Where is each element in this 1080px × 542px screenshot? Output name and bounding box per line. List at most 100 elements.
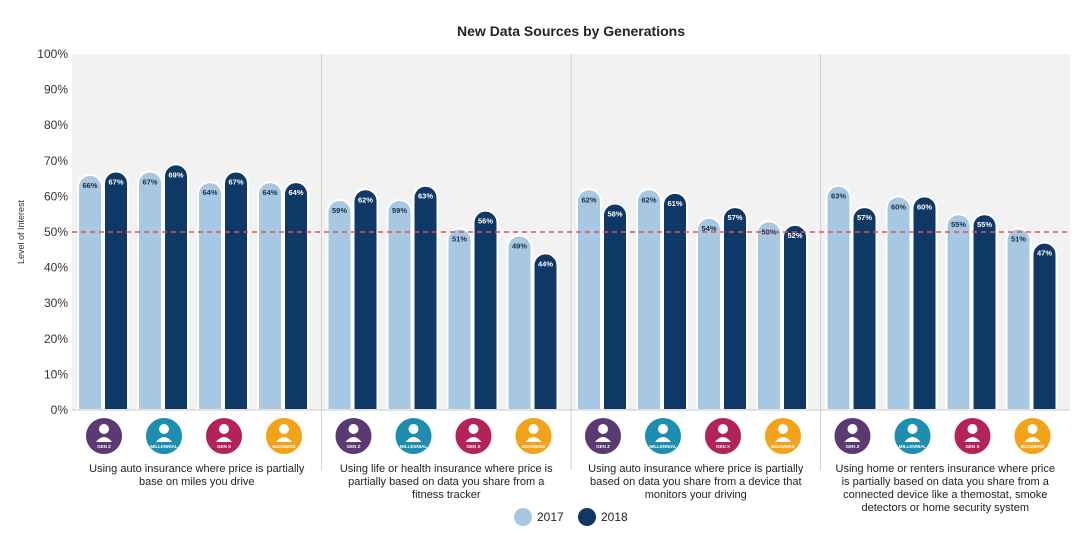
person-head-icon: [348, 424, 359, 434]
generation-icon-circle: [393, 416, 434, 456]
person-head-icon: [907, 424, 918, 434]
bar: [197, 181, 223, 411]
y-tick-label: 50%: [44, 225, 68, 239]
bar: [1031, 241, 1058, 411]
y-tick-label: 0%: [51, 403, 69, 417]
bar-value-label: 62%: [358, 195, 373, 204]
bar: [257, 181, 283, 411]
bar: [326, 198, 353, 411]
bar-value-label: 59%: [332, 206, 347, 215]
y-tick-label: 40%: [44, 261, 68, 275]
person-head-icon: [598, 424, 608, 434]
group-label: is partially based on data you share fro…: [842, 476, 1050, 488]
bar: [636, 188, 662, 411]
generation-icon-label: GEN Z: [596, 444, 610, 449]
bar-value-label: 55%: [977, 220, 992, 229]
generation-icon-label: GEN X: [965, 444, 979, 449]
generation-icon: BOOMERS: [513, 416, 554, 456]
y-tick-label: 80%: [44, 118, 68, 132]
group-label: monitors your driving: [645, 489, 747, 501]
bar-value-label: 52%: [787, 231, 802, 240]
generation-icon-label: BOOMERS: [1021, 444, 1044, 449]
generation-icon-circle: [84, 416, 124, 456]
person-body-icon: [655, 437, 671, 442]
generation-icon: GEN Z: [583, 416, 623, 456]
bar-value-label: 64%: [202, 188, 217, 197]
bar: [696, 216, 722, 411]
generation-icon-circle: [583, 416, 623, 456]
bar: [945, 213, 972, 411]
bar-value-label: 49%: [512, 242, 527, 251]
generation-icon-label: GEN Z: [97, 444, 111, 449]
person-body-icon: [156, 437, 172, 442]
person-body-icon: [964, 437, 981, 442]
group-label: base on miles you drive: [139, 476, 255, 488]
generation-icon-label: MILLENNIAL: [649, 444, 676, 449]
person-head-icon: [718, 424, 728, 434]
bar: [103, 170, 129, 411]
person-body-icon: [775, 437, 791, 442]
bar: [283, 181, 309, 411]
generation-icon: MILLENNIAL: [643, 416, 683, 456]
bar: [971, 213, 998, 411]
bar-value-label: 67%: [142, 177, 157, 186]
person-body-icon: [345, 437, 362, 442]
bar: [885, 195, 912, 411]
person-body-icon: [1024, 437, 1041, 442]
group-label: detectors or home security system: [861, 502, 1029, 514]
bar-value-label: 54%: [701, 224, 716, 233]
bar-value-label: 56%: [478, 217, 493, 226]
bar: [223, 170, 249, 411]
bar: [662, 191, 688, 411]
bar: [1005, 227, 1032, 411]
group-label: Using home or renters insurance where pr…: [836, 463, 1056, 475]
generation-icon-circle: [264, 416, 304, 456]
generation-icon-label: BOOMERS: [771, 444, 794, 449]
person-head-icon: [528, 424, 539, 434]
generation-icon-label: MILLENNIAL: [150, 444, 177, 449]
person-body-icon: [525, 437, 542, 442]
person-head-icon: [219, 424, 229, 434]
bar: [412, 184, 439, 411]
y-axis-label: Level of Interest: [16, 199, 26, 264]
generation-icon-circle: [204, 416, 244, 456]
bar-value-label: 55%: [951, 220, 966, 229]
person-body-icon: [405, 437, 422, 442]
bar: [911, 195, 938, 411]
bar-value-label: 58%: [607, 210, 622, 219]
person-head-icon: [99, 424, 109, 434]
bar-value-label: 63%: [831, 192, 846, 201]
generation-icon-label: GEN X: [716, 444, 730, 449]
y-tick-label: 30%: [44, 296, 68, 310]
bar-value-label: 60%: [891, 202, 906, 211]
generation-icon-label: BOOMERS: [272, 444, 295, 449]
generation-icon-circle: [763, 416, 803, 456]
bar-value-label: 64%: [288, 188, 303, 197]
person-head-icon: [847, 424, 858, 434]
bar-value-label: 64%: [262, 188, 277, 197]
generation-icon: BOOMERS: [1012, 416, 1053, 456]
bar: [163, 163, 189, 411]
bar: [472, 209, 499, 411]
bar: [532, 252, 559, 411]
generation-icon-circle: [1012, 416, 1053, 456]
generation-icon: BOOMERS: [264, 416, 304, 456]
bar: [77, 174, 103, 411]
bar-value-label: 51%: [1011, 234, 1026, 243]
generation-icon-circle: [892, 416, 933, 456]
bar-value-label: 62%: [641, 195, 656, 204]
bar-value-label: 51%: [452, 234, 467, 243]
bar-value-label: 61%: [667, 199, 682, 208]
group-label: fitness tracker: [412, 489, 481, 501]
bar: [602, 202, 628, 411]
y-tick-label: 60%: [44, 189, 68, 203]
person-body-icon: [276, 437, 292, 442]
bar-value-label: 44%: [538, 259, 553, 268]
bar: [782, 223, 808, 411]
generation-icon: GEN X: [204, 416, 244, 456]
generation-icon: MILLENNIAL: [144, 416, 184, 456]
generation-icon: GEN X: [703, 416, 743, 456]
group-label: Using life or health insurance where pri…: [340, 463, 553, 475]
generation-icon-circle: [144, 416, 184, 456]
person-body-icon: [595, 437, 611, 442]
